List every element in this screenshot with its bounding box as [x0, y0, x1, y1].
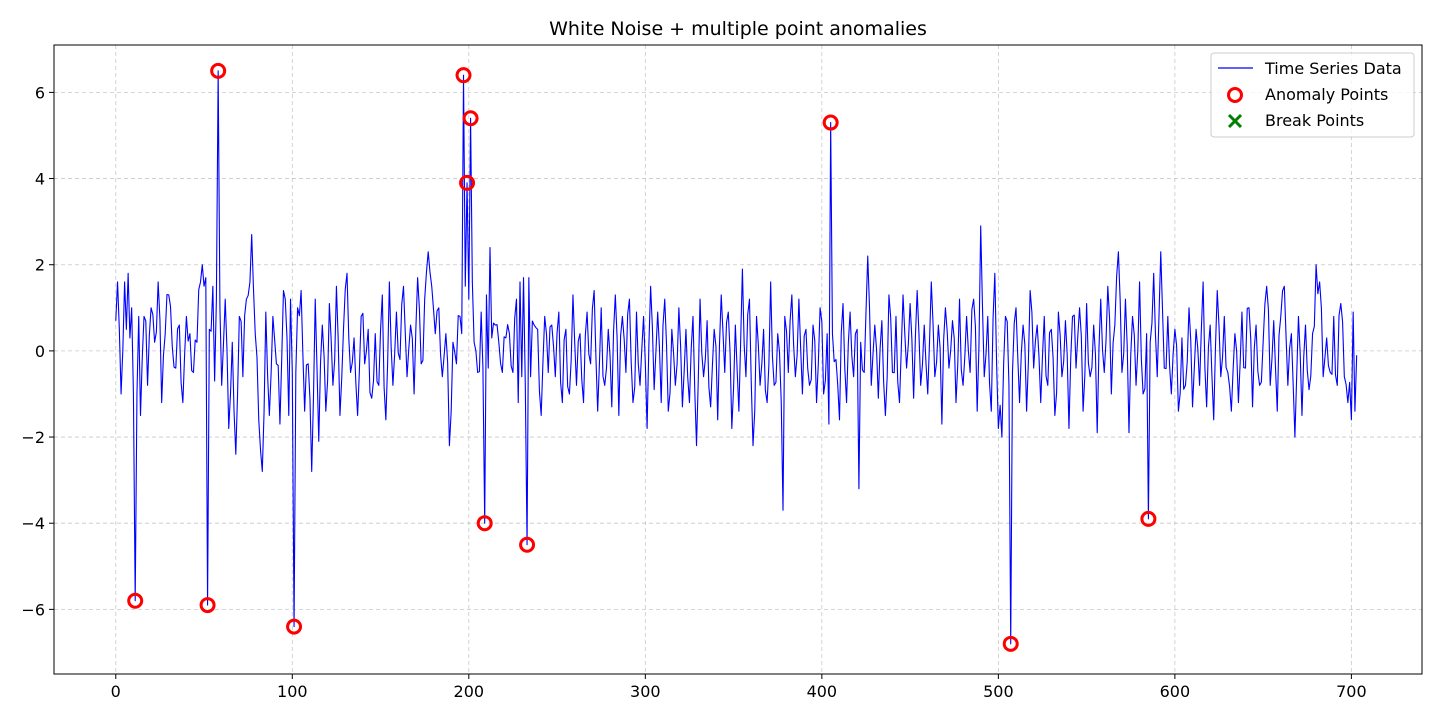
plot-area-frame	[53, 44, 1423, 675]
x-tick-label: 100	[277, 682, 308, 701]
y-tick-label: −4	[21, 514, 45, 533]
series-line-group	[115, 70, 1358, 645]
chart-title: White Noise + multiple point anomalies	[549, 18, 927, 40]
y-tick-label: 6	[35, 83, 45, 102]
legend-label-break-points: Break Points	[1265, 111, 1364, 130]
x-tick-label: 200	[454, 682, 485, 701]
anomaly-point	[462, 110, 479, 127]
x-tick-label: 600	[1160, 682, 1191, 701]
anomaly-markers-group	[127, 62, 1157, 652]
anomaly-point	[822, 114, 839, 131]
anomaly-point	[1140, 510, 1157, 527]
anomaly-point	[476, 515, 493, 532]
x-tick-label: 700	[1336, 682, 1367, 701]
y-tick-label: 0	[35, 342, 45, 361]
legend-label-anomaly-points: Anomaly Points	[1265, 85, 1388, 104]
y-tick-label: −6	[21, 600, 45, 619]
anomaly-point	[210, 62, 227, 79]
legend-x-swatch	[1227, 113, 1243, 129]
anomaly-point	[455, 67, 472, 84]
x-tick-label: 300	[630, 682, 661, 701]
y-tick-label: 2	[35, 256, 45, 275]
legend-label-time-series: Time Series Data	[1264, 59, 1402, 78]
series-line-time-series	[115, 70, 1358, 645]
anomaly-point	[519, 536, 536, 553]
anomaly-point	[199, 597, 216, 614]
x-tick-label: 0	[111, 682, 121, 701]
legend: Time Series Data Anomaly Points Break Po…	[1210, 52, 1415, 138]
y-tick-label: 4	[35, 170, 45, 189]
anomaly-point	[1002, 635, 1019, 652]
x-tick-label: 500	[983, 682, 1014, 701]
x-tick-label: 400	[807, 682, 838, 701]
legend-circle-swatch	[1227, 87, 1243, 103]
anomaly-point	[459, 174, 476, 191]
axis-ticks: 0 100 200 300 400 500 600 700 −6 −4 −2 0 2 4 6	[21, 83, 1366, 701]
anomaly-point	[127, 592, 144, 609]
y-tick-label: −2	[21, 428, 45, 447]
legend-box	[1210, 52, 1415, 138]
anomaly-point	[286, 618, 303, 635]
